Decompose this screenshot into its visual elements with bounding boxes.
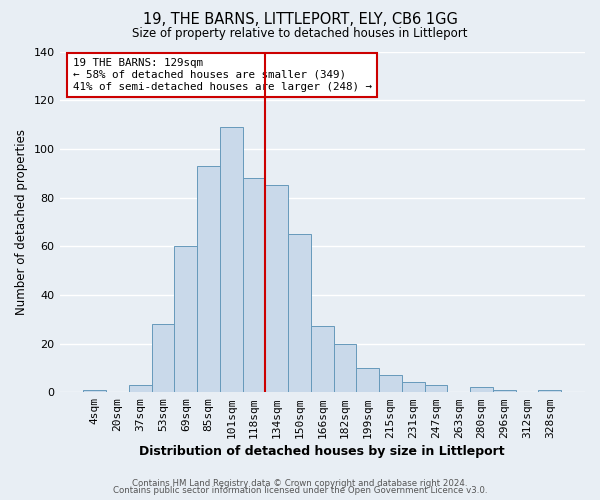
- Text: 19 THE BARNS: 129sqm
← 58% of detached houses are smaller (349)
41% of semi-deta: 19 THE BARNS: 129sqm ← 58% of detached h…: [73, 58, 371, 92]
- Bar: [83, 390, 106, 392]
- Bar: [538, 390, 561, 392]
- Bar: [175, 246, 197, 392]
- Text: Contains public sector information licensed under the Open Government Licence v3: Contains public sector information licen…: [113, 486, 487, 495]
- Bar: [311, 326, 334, 392]
- Bar: [379, 375, 402, 392]
- Bar: [220, 127, 242, 392]
- Bar: [356, 368, 379, 392]
- Text: Size of property relative to detached houses in Littleport: Size of property relative to detached ho…: [132, 28, 468, 40]
- Bar: [493, 390, 515, 392]
- Text: 19, THE BARNS, LITTLEPORT, ELY, CB6 1GG: 19, THE BARNS, LITTLEPORT, ELY, CB6 1GG: [143, 12, 457, 28]
- Text: Contains HM Land Registry data © Crown copyright and database right 2024.: Contains HM Land Registry data © Crown c…: [132, 478, 468, 488]
- Bar: [334, 344, 356, 392]
- Bar: [152, 324, 175, 392]
- X-axis label: Distribution of detached houses by size in Littleport: Distribution of detached houses by size …: [139, 444, 505, 458]
- Bar: [129, 385, 152, 392]
- Bar: [242, 178, 265, 392]
- Bar: [197, 166, 220, 392]
- Y-axis label: Number of detached properties: Number of detached properties: [15, 129, 28, 315]
- Bar: [425, 385, 448, 392]
- Bar: [265, 186, 288, 392]
- Bar: [470, 388, 493, 392]
- Bar: [402, 382, 425, 392]
- Bar: [288, 234, 311, 392]
